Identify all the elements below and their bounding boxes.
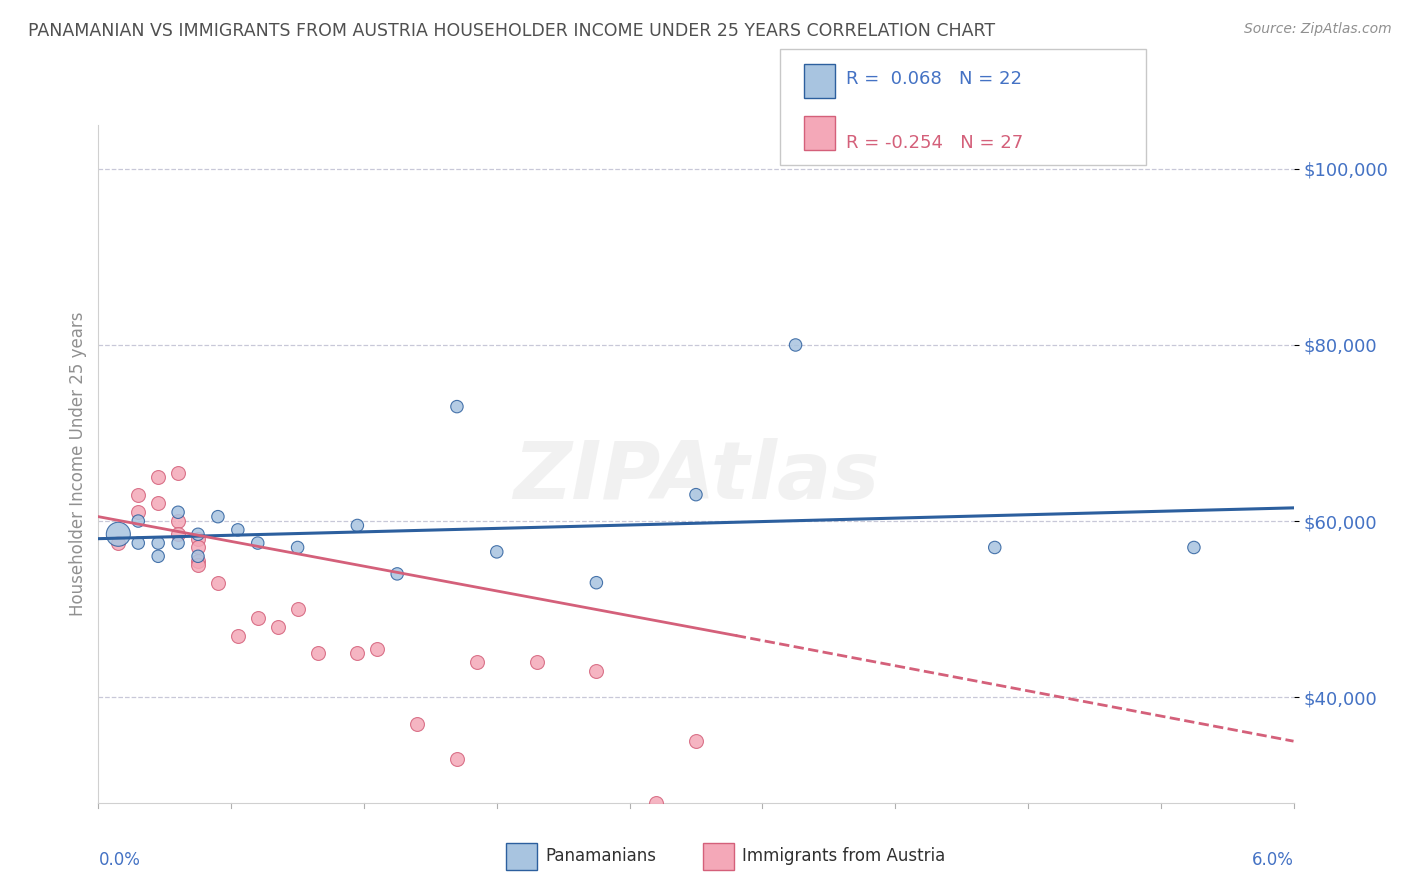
Point — [127, 488, 149, 502]
Point — [526, 655, 548, 669]
Point — [207, 509, 229, 524]
Point — [685, 488, 707, 502]
Point — [983, 541, 1005, 555]
Point — [485, 545, 508, 559]
Point — [187, 549, 209, 564]
Text: Source: ZipAtlas.com: Source: ZipAtlas.com — [1244, 22, 1392, 37]
Point — [226, 523, 249, 537]
Point — [685, 734, 707, 748]
Point — [167, 466, 190, 480]
Point — [287, 541, 309, 555]
Point — [785, 338, 807, 352]
Point — [187, 541, 209, 555]
Point — [226, 628, 249, 642]
Point — [187, 527, 209, 541]
Point — [167, 505, 190, 519]
Text: R =  0.068   N = 22: R = 0.068 N = 22 — [846, 70, 1022, 87]
Point — [167, 514, 190, 528]
Point — [446, 400, 468, 414]
Point — [246, 611, 269, 625]
Point — [187, 558, 209, 573]
Point — [148, 470, 170, 484]
Text: PANAMANIAN VS IMMIGRANTS FROM AUSTRIA HOUSEHOLDER INCOME UNDER 25 YEARS CORRELAT: PANAMANIAN VS IMMIGRANTS FROM AUSTRIA HO… — [28, 22, 995, 40]
Point — [1182, 541, 1205, 555]
Point — [127, 514, 149, 528]
Point — [346, 646, 368, 660]
Point — [107, 527, 129, 541]
Point — [187, 554, 209, 568]
Text: Panamanians: Panamanians — [546, 847, 657, 865]
Point — [385, 566, 409, 581]
Point — [406, 716, 429, 731]
Point — [127, 505, 149, 519]
Text: Immigrants from Austria: Immigrants from Austria — [742, 847, 946, 865]
Point — [107, 536, 129, 550]
Point — [187, 532, 209, 546]
Point — [307, 646, 329, 660]
Point — [167, 527, 190, 541]
Text: R = -0.254   N = 27: R = -0.254 N = 27 — [846, 134, 1024, 152]
Y-axis label: Householder Income Under 25 years: Householder Income Under 25 years — [69, 311, 87, 616]
Point — [585, 664, 607, 678]
Point — [207, 575, 229, 590]
Point — [246, 536, 269, 550]
Point — [148, 549, 170, 564]
Point — [148, 496, 170, 510]
Point — [446, 752, 468, 766]
Point — [167, 536, 190, 550]
Point — [148, 536, 170, 550]
Text: ZIPAtlas: ZIPAtlas — [513, 438, 879, 516]
Point — [465, 655, 488, 669]
Text: 6.0%: 6.0% — [1251, 851, 1294, 869]
Point — [645, 796, 668, 810]
Text: 0.0%: 0.0% — [98, 851, 141, 869]
Point — [366, 641, 388, 656]
Point — [346, 518, 368, 533]
Point — [267, 620, 290, 634]
Point — [585, 575, 607, 590]
Point — [127, 536, 149, 550]
Point — [287, 602, 309, 616]
